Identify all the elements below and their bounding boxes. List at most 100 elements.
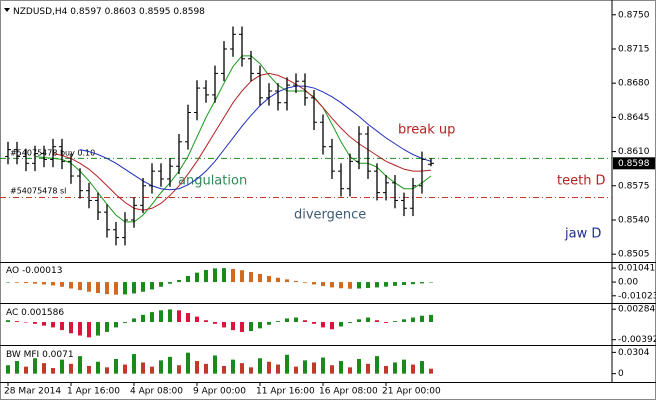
histogram-bar (294, 280, 298, 283)
histogram-bar (204, 269, 208, 283)
histogram-bar (105, 367, 109, 374)
histogram-bar (366, 282, 370, 288)
histogram-bar (87, 365, 91, 374)
histogram-bar (69, 282, 73, 289)
panel-title: AC 0.001586 (6, 308, 64, 318)
histogram-bar (330, 365, 334, 374)
panel-title: BW MFI 0.0071 (6, 350, 74, 360)
histogram-bar (402, 282, 406, 286)
current-value: 0.001586 (21, 308, 64, 318)
histogram-bar (24, 322, 28, 323)
histogram-bar (321, 322, 325, 328)
histogram-bar (276, 277, 280, 283)
histogram-bar (258, 322, 262, 329)
histogram-bar (204, 320, 208, 323)
y-tick-label: 0.8540 (618, 215, 650, 225)
histogram-bar (114, 322, 118, 328)
histogram-bar (105, 282, 109, 295)
histogram-bar (429, 282, 433, 283)
histogram-bar (60, 282, 64, 287)
x-tick-label: 28 Mar 2014 (4, 387, 61, 397)
histogram-bar (240, 322, 244, 332)
histogram-bar (357, 319, 361, 323)
title: AC (6, 308, 18, 318)
histogram-bar (240, 270, 244, 283)
histogram-bar (285, 279, 289, 283)
histogram-bar (231, 268, 235, 283)
histogram-bar (312, 362, 316, 374)
histogram-bar (249, 367, 253, 374)
histogram-bar (42, 363, 46, 374)
histogram-bar (69, 363, 73, 374)
histogram-bar (186, 313, 190, 323)
histogram-bar (393, 282, 397, 286)
histogram-bar (339, 361, 343, 374)
histogram-bar (78, 282, 82, 291)
histogram-bar (258, 274, 262, 283)
histogram-bar (195, 272, 199, 283)
histogram-bar (87, 322, 91, 338)
y-tick-label: 0.8680 (618, 79, 650, 89)
y-tick-label: 0.00 (618, 278, 638, 288)
low: 0.8595 (139, 7, 171, 17)
y-tick-label: 0.01041 (618, 264, 655, 274)
close: 0.8598 (173, 7, 205, 17)
histogram-bar (357, 358, 361, 374)
histogram-bar (231, 322, 235, 331)
histogram-bar (231, 359, 235, 374)
histogram-bar (321, 282, 325, 287)
histogram-bar (105, 322, 109, 332)
histogram-bar (150, 282, 154, 290)
histogram-bar (42, 322, 46, 326)
histogram-bar (42, 282, 46, 285)
histogram-bar (78, 322, 82, 336)
histogram-bar (159, 310, 163, 323)
histogram-bar (420, 361, 424, 374)
header: NZDUSD,H4 0.8597 0.8603 0.8595 0.8598 (13, 7, 205, 17)
histogram-bar (393, 321, 397, 323)
histogram-bar (339, 322, 343, 327)
histogram-bar (249, 271, 253, 283)
histogram-bar (420, 282, 424, 284)
histogram-bar (159, 282, 163, 287)
y-tick-label: 0 (618, 369, 624, 379)
y-tick-label: 0.8645 (618, 113, 650, 123)
histogram-bar (168, 309, 172, 323)
histogram-bar (168, 356, 172, 374)
histogram-bar (285, 354, 289, 374)
menu-icon (4, 8, 10, 12)
histogram-bar (33, 322, 37, 324)
y-tick-label: 0.0304 (618, 348, 650, 358)
histogram-bar (132, 318, 136, 323)
histogram-bar (24, 366, 28, 374)
histogram-bar (366, 317, 370, 323)
histogram-bar (60, 322, 64, 331)
histogram-bar (330, 282, 334, 288)
histogram-bar (348, 322, 352, 323)
histogram-bar (204, 363, 208, 374)
histogram-bar (69, 322, 73, 334)
histogram-bar (51, 322, 55, 328)
histogram-bar (411, 317, 415, 323)
y-tick-label: 0.8505 (618, 250, 650, 260)
histogram-bar (168, 282, 172, 284)
histogram-bar (114, 282, 118, 295)
histogram-bar (6, 282, 10, 283)
price-box (613, 157, 655, 170)
y-tick-label: -0.00392 (618, 335, 656, 345)
histogram-bar (240, 363, 244, 374)
annotation: divergence (294, 208, 366, 223)
histogram-bar (15, 321, 19, 323)
histogram-bar (330, 322, 334, 330)
histogram-bar (51, 368, 55, 374)
histogram-bar (402, 359, 406, 374)
histogram-bar (267, 322, 271, 325)
annotation: jaw D (564, 227, 601, 242)
histogram-bar (114, 358, 118, 374)
x-tick-label: 4 Apr 08:00 (130, 387, 183, 397)
y-tick-label: 0.8750 (618, 10, 650, 20)
histogram-bar (339, 282, 343, 289)
y-tick-label: -0.01023 (618, 291, 656, 301)
indicator-line (79, 85, 432, 191)
